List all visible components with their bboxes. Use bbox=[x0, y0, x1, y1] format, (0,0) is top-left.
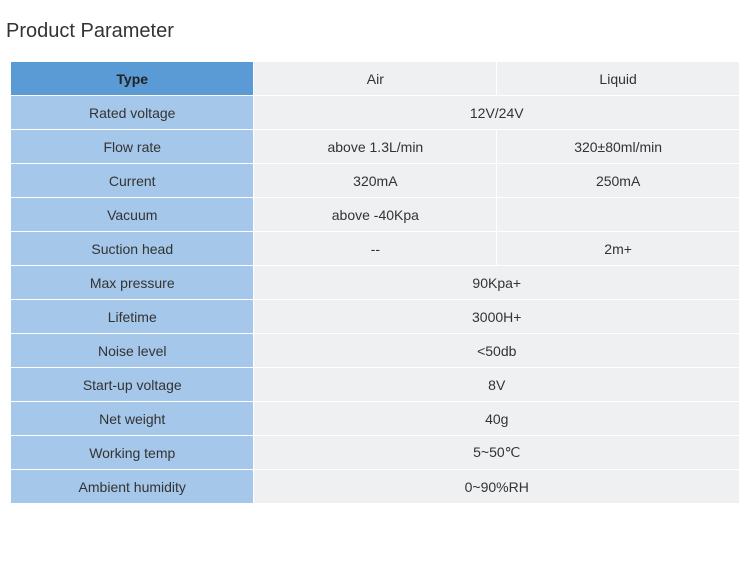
table-row: Working temp5~50℃ bbox=[11, 436, 740, 470]
parameter-table: TypeAirLiquidRated voltage12V/24VFlow ra… bbox=[10, 61, 740, 504]
param-value: 40g bbox=[254, 402, 740, 436]
param-value-air: -- bbox=[254, 232, 497, 266]
param-value-liquid bbox=[497, 198, 740, 232]
param-value: <50db bbox=[254, 334, 740, 368]
param-label: Lifetime bbox=[11, 300, 254, 334]
param-label: Flow rate bbox=[11, 130, 254, 164]
table-row: Vacuumabove -40Kpa bbox=[11, 198, 740, 232]
table-header-row: TypeAirLiquid bbox=[11, 62, 740, 96]
page-title: Product Parameter bbox=[6, 20, 740, 43]
header-col-air: Air bbox=[254, 62, 497, 96]
param-value: 0~90%RH bbox=[254, 470, 740, 504]
table-row: Ambient humidity0~90%RH bbox=[11, 470, 740, 504]
param-value: 5~50℃ bbox=[254, 436, 740, 470]
param-label: Current bbox=[11, 164, 254, 198]
param-label: Noise level bbox=[11, 334, 254, 368]
table-row: Suction head--2m+ bbox=[11, 232, 740, 266]
param-value: 90Kpa+ bbox=[254, 266, 740, 300]
param-value-liquid: 250mA bbox=[497, 164, 740, 198]
param-value: 12V/24V bbox=[254, 96, 740, 130]
param-label: Suction head bbox=[11, 232, 254, 266]
param-label: Ambient humidity bbox=[11, 470, 254, 504]
param-label: Rated voltage bbox=[11, 96, 254, 130]
param-label: Working temp bbox=[11, 436, 254, 470]
param-value-liquid: 320±80ml/min bbox=[497, 130, 740, 164]
table-row: Flow rateabove 1.3L/min320±80ml/min bbox=[11, 130, 740, 164]
header-col-liquid: Liquid bbox=[497, 62, 740, 96]
table-row: Current320mA250mA bbox=[11, 164, 740, 198]
table-row: Start-up voltage8V bbox=[11, 368, 740, 402]
table-row: Noise level<50db bbox=[11, 334, 740, 368]
table-row: Rated voltage12V/24V bbox=[11, 96, 740, 130]
param-value-liquid: 2m+ bbox=[497, 232, 740, 266]
param-label: Net weight bbox=[11, 402, 254, 436]
param-label: Max pressure bbox=[11, 266, 254, 300]
param-label: Start-up voltage bbox=[11, 368, 254, 402]
header-param-label: Type bbox=[11, 62, 254, 96]
param-label: Vacuum bbox=[11, 198, 254, 232]
table-row: Net weight40g bbox=[11, 402, 740, 436]
param-value-air: above -40Kpa bbox=[254, 198, 497, 232]
param-value-air: above 1.3L/min bbox=[254, 130, 497, 164]
table-row: Max pressure90Kpa+ bbox=[11, 266, 740, 300]
param-value: 3000H+ bbox=[254, 300, 740, 334]
table-row: Lifetime3000H+ bbox=[11, 300, 740, 334]
param-value-air: 320mA bbox=[254, 164, 497, 198]
param-value: 8V bbox=[254, 368, 740, 402]
